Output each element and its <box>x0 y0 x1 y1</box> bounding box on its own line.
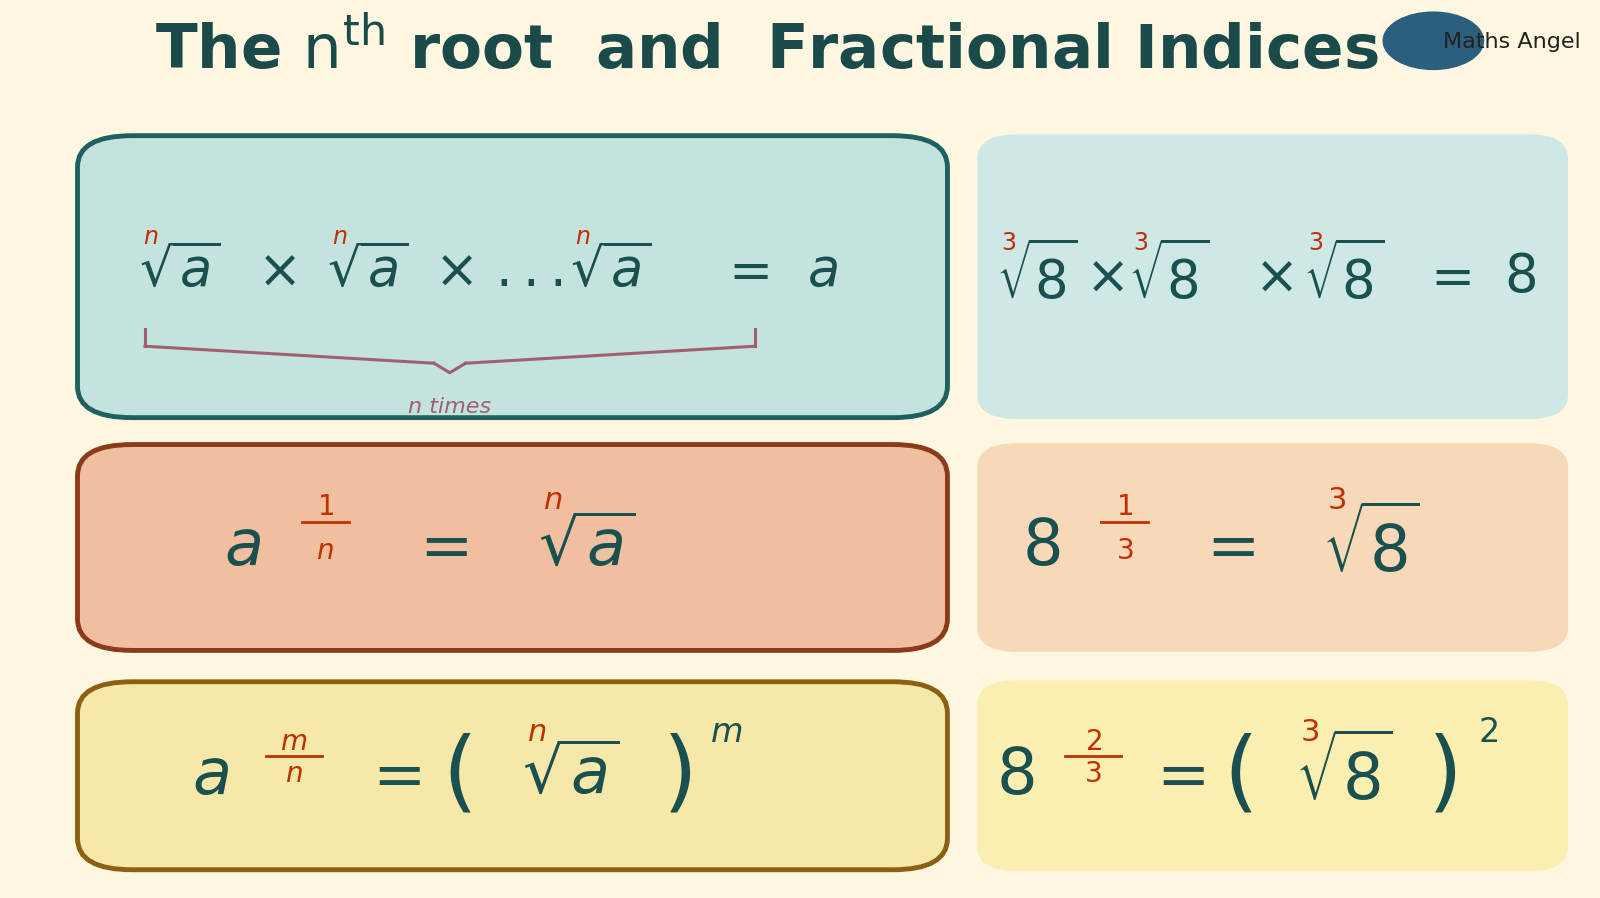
Text: $1$: $1$ <box>317 493 334 521</box>
Text: $=$: $=$ <box>718 245 770 297</box>
Text: $=$: $=$ <box>1194 516 1256 578</box>
Text: The $\mathsf{n}^{\mathsf{th}}$ root  and  Fractional Indices: The $\mathsf{n}^{\mathsf{th}}$ root and … <box>155 20 1379 82</box>
Text: $m$: $m$ <box>710 717 742 749</box>
Text: $8$: $8$ <box>1022 516 1061 578</box>
Text: $\sqrt{a}$: $\sqrt{a}$ <box>538 516 635 578</box>
Text: n times: n times <box>408 397 491 417</box>
FancyBboxPatch shape <box>77 136 947 418</box>
Text: $3$: $3$ <box>1301 718 1318 747</box>
Text: Maths Angel: Maths Angel <box>1443 31 1581 52</box>
Text: $3$: $3$ <box>1326 487 1346 515</box>
Text: $3$: $3$ <box>1133 231 1147 255</box>
Text: $n$: $n$ <box>144 225 158 249</box>
FancyBboxPatch shape <box>979 136 1566 418</box>
Text: $\times$: $\times$ <box>258 245 296 297</box>
Text: $n$: $n$ <box>331 225 347 249</box>
Text: $\sqrt{a}$: $\sqrt{a}$ <box>326 245 408 297</box>
Text: $\sqrt{a}$: $\sqrt{a}$ <box>570 245 651 297</box>
Text: $=$: $=$ <box>1421 251 1472 303</box>
Text: $...$: $...$ <box>496 245 563 297</box>
Text: $($: $($ <box>1222 732 1253 819</box>
Text: $\times$: $\times$ <box>1254 251 1293 303</box>
Text: $\sqrt{8}$: $\sqrt{8}$ <box>1304 243 1384 310</box>
Text: $3$: $3$ <box>1309 231 1323 255</box>
Text: $n$: $n$ <box>542 487 562 515</box>
Text: $3$: $3$ <box>1115 537 1133 565</box>
Text: $n$: $n$ <box>526 718 546 747</box>
Text: $a$: $a$ <box>224 516 261 578</box>
Text: $\sqrt{8}$: $\sqrt{8}$ <box>1294 737 1394 814</box>
Text: $)$: $)$ <box>662 732 691 819</box>
Text: $n$: $n$ <box>285 760 302 788</box>
Text: $)$: $)$ <box>1427 732 1456 819</box>
Text: $=$: $=$ <box>408 516 469 578</box>
Text: $\sqrt{a}$: $\sqrt{a}$ <box>522 744 621 806</box>
Text: $\sqrt{a}$: $\sqrt{a}$ <box>139 245 219 297</box>
Text: $\sqrt{8}$: $\sqrt{8}$ <box>1128 243 1210 310</box>
Text: $=$: $=$ <box>1144 744 1205 806</box>
Text: $a$: $a$ <box>806 245 837 297</box>
Circle shape <box>1382 13 1483 69</box>
Text: $3$: $3$ <box>1085 760 1102 788</box>
Text: $n$: $n$ <box>317 537 334 565</box>
Text: $($: $($ <box>442 732 472 819</box>
Text: $n$: $n$ <box>574 225 590 249</box>
Text: $\sqrt{8}$: $\sqrt{8}$ <box>1322 509 1419 586</box>
Text: $\times$: $\times$ <box>434 245 474 297</box>
Text: $8$: $8$ <box>1504 251 1536 303</box>
Text: $2$: $2$ <box>1085 727 1102 756</box>
Text: $2$: $2$ <box>1478 717 1498 749</box>
FancyBboxPatch shape <box>979 682 1566 870</box>
Text: $=$: $=$ <box>360 744 421 806</box>
Text: $\sqrt{8}$: $\sqrt{8}$ <box>997 243 1077 310</box>
FancyBboxPatch shape <box>77 445 947 650</box>
FancyBboxPatch shape <box>77 682 947 870</box>
Text: $8$: $8$ <box>995 744 1034 806</box>
Text: $m$: $m$ <box>280 727 307 756</box>
Text: $\times$: $\times$ <box>1085 251 1123 303</box>
Text: $3$: $3$ <box>1002 231 1016 255</box>
Text: $a$: $a$ <box>192 744 229 806</box>
Text: $1$: $1$ <box>1117 493 1133 521</box>
FancyBboxPatch shape <box>979 445 1566 650</box>
